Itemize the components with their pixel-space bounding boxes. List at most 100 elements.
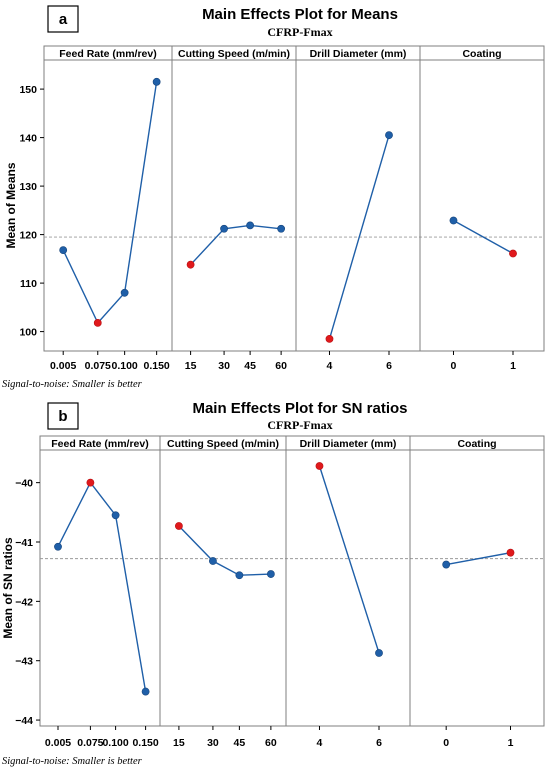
y-tick-label: 130 [19, 181, 37, 193]
data-point-optimal [86, 478, 95, 487]
data-point-optimal [325, 334, 334, 343]
facet-label: Feed Rate (mm/rev) [51, 438, 148, 450]
data-point [111, 511, 120, 520]
y-tick-label: 110 [20, 278, 37, 290]
data-point [120, 288, 129, 297]
footnote: Signal-to-noise: Smaller is better [2, 756, 143, 767]
x-tick-label: 30 [207, 737, 219, 749]
facet-label: Coating [457, 438, 496, 450]
data-point-optimal [506, 548, 515, 557]
series-line [190, 224, 282, 266]
chart-title: Main Effects Plot for Means [202, 6, 398, 23]
panel-label-box [47, 5, 79, 33]
data-point [246, 221, 255, 230]
y-axis-label: Mean of SN ratios [1, 537, 15, 639]
x-tick-label: 0.150 [143, 360, 169, 372]
data-point [209, 557, 217, 565]
panel-label: b [58, 408, 67, 425]
chart-subtitle: CFRP-Fmax [267, 25, 332, 39]
footnote: Signal-to-noise: Smaller is better [2, 379, 143, 390]
data-point [277, 224, 286, 233]
x-tick-label: 0 [451, 360, 457, 372]
series-line [453, 219, 514, 255]
x-tick-label: 0 [443, 737, 449, 749]
data-point [235, 571, 244, 580]
panel-a: a Main Effects Plot for MeansCFRP-Fmax100… [2, 5, 545, 390]
x-tick-label: 60 [265, 737, 277, 749]
series-line [62, 81, 158, 325]
x-tick-label: 0.150 [132, 737, 158, 749]
x-tick-label: 4 [317, 737, 323, 749]
x-tick-label: 1 [510, 360, 516, 372]
facet-4: Coating 0 1 [409, 436, 515, 749]
series-line [178, 525, 271, 576]
y-tick-label: 140 [19, 133, 37, 145]
x-tick-label: 1 [508, 737, 514, 749]
facet-label: Feed Rate (mm/rev) [59, 48, 156, 60]
data-point-optimal [174, 522, 183, 530]
plot-frame [43, 45, 545, 352]
x-tick-label: 15 [185, 360, 197, 372]
series-line [57, 481, 147, 692]
y-tick-label: −41 [15, 537, 33, 549]
data-point [449, 216, 458, 225]
y-axis-label: Mean of Means [4, 162, 18, 248]
y-tick-label: 100 [19, 327, 37, 339]
x-tick-label: 6 [386, 360, 392, 372]
y-tick-label: −42 [15, 596, 33, 608]
x-tick-label: 30 [218, 360, 230, 372]
chart-subtitle: CFRP-Fmax [267, 418, 332, 432]
x-tick-label: 0.100 [102, 737, 128, 749]
data-point [59, 246, 68, 255]
y-tick-label: −44 [15, 715, 33, 727]
series-line [328, 135, 390, 340]
data-point [266, 570, 275, 578]
facet-3: Drill Diameter (mm) 4 6 [295, 46, 407, 372]
panel-b: b Main Effects Plot for SN ratiosCFRP-Fma… [1, 400, 545, 767]
x-tick-label: 0.100 [111, 360, 137, 372]
panel-label-box [47, 402, 79, 430]
data-point-optimal [93, 318, 102, 327]
panel-label: a [59, 11, 68, 28]
data-point [152, 77, 161, 86]
x-tick-label: 4 [327, 360, 333, 372]
data-point [375, 649, 383, 657]
series-line [318, 465, 380, 654]
x-tick-label: 45 [234, 737, 246, 749]
y-tick-label: −43 [15, 656, 33, 668]
y-tick-label: 150 [19, 84, 37, 96]
facet-3: Drill Diameter (mm) 4 6 [285, 436, 397, 749]
facet-2: Cutting Speed (m/min) 15 30 45 60 [159, 436, 279, 749]
x-tick-label: 45 [244, 360, 256, 372]
facet-label: Drill Diameter (mm) [310, 48, 407, 60]
y-tick-label: −40 [15, 478, 33, 490]
x-tick-label: 0.005 [50, 360, 76, 372]
facet-label: Cutting Speed (m/min) [178, 48, 290, 60]
x-tick-label: 15 [173, 737, 185, 749]
data-point [54, 542, 62, 551]
x-tick-label: 60 [275, 360, 287, 372]
facet-4: Coating 0 1 [419, 46, 517, 372]
x-tick-label: 0.005 [45, 737, 71, 749]
data-point-optimal [315, 462, 324, 470]
facet-label: Cutting Speed (m/min) [167, 438, 279, 450]
facet-label: Coating [462, 48, 501, 60]
data-point [220, 224, 228, 233]
data-point [442, 560, 451, 569]
facet-2: Cutting Speed (m/min) 15 30 45 60 [171, 46, 290, 372]
data-point-optimal [186, 260, 195, 269]
chart-title: Main Effects Plot for SN ratios [192, 400, 407, 417]
data-point [385, 131, 393, 140]
facet-label: Drill Diameter (mm) [300, 438, 397, 450]
data-point-optimal [509, 249, 517, 258]
data-point [141, 687, 150, 696]
x-tick-label: 0.075 [77, 737, 103, 749]
x-tick-label: 6 [376, 737, 382, 749]
series-line [446, 552, 511, 566]
plot-frame [39, 435, 545, 727]
y-tick-label: 120 [19, 230, 37, 242]
